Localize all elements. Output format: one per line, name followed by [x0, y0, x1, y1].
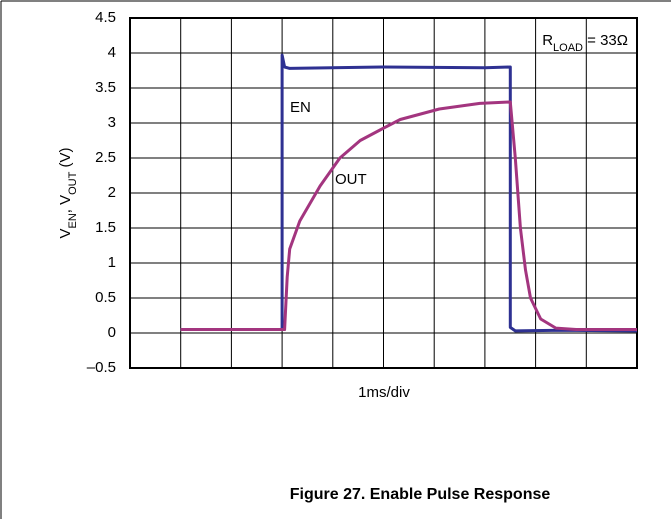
annotation-part: = 33Ω	[583, 32, 628, 49]
chart-title: Figure 27. Enable Pulse Response	[290, 486, 551, 503]
y-axis-label-part: EN	[67, 213, 79, 228]
annotation-part: LOAD	[553, 42, 583, 54]
y-tick-label: 0.5	[95, 289, 116, 306]
y-axis-label-part: , V	[57, 195, 74, 213]
series-line	[180, 53, 638, 333]
y-tick-label: 4	[108, 44, 116, 61]
y-tick-label: 3.5	[95, 79, 116, 96]
y-tick-label: 2.5	[95, 149, 116, 166]
y-axis-label-part: OUT	[67, 171, 79, 195]
plot-frame	[129, 17, 638, 369]
y-axis-label: VEN, VOUT (V)	[57, 147, 79, 238]
y-tick-label: 1	[108, 254, 116, 271]
annotation-part: R	[542, 32, 553, 49]
y-tick-label: 0	[108, 324, 116, 341]
series-label: OUT	[335, 171, 367, 188]
annotation: RLOAD = 33Ω	[542, 32, 628, 54]
y-tick-label: –0.5	[87, 359, 116, 376]
y-tick-label: 2	[108, 184, 116, 201]
x-axis-label: 1ms/div	[358, 384, 410, 401]
y-axis-label-part: (V)	[57, 147, 74, 171]
y-axis-label-part: V	[57, 229, 74, 239]
y-tick-label: 4.5	[95, 9, 116, 26]
y-tick-label: 3	[108, 114, 116, 131]
series-label: EN	[290, 99, 311, 116]
series-line	[180, 100, 637, 331]
y-tick-label: 1.5	[95, 219, 116, 236]
